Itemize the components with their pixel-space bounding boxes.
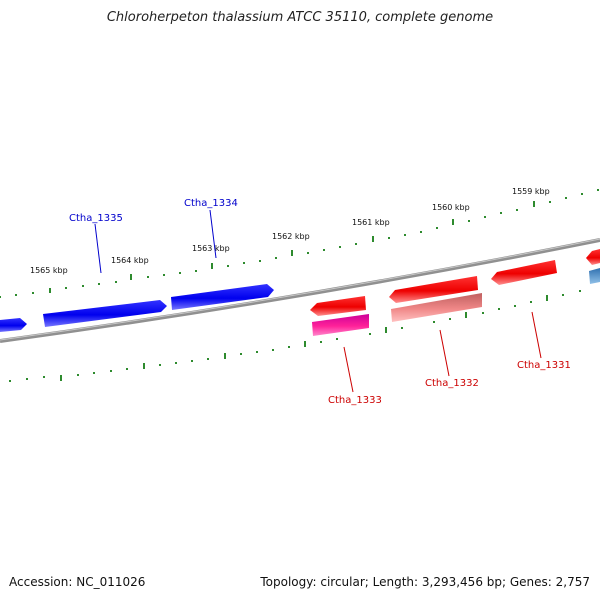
gene-label[interactable]: Ctha_1332 [425, 378, 479, 389]
gene-arrow-ctha-1334[interactable] [171, 284, 274, 310]
gene-arrow-ctha-1332[interactable] [391, 293, 482, 322]
gene-label[interactable]: Ctha_1333 [328, 395, 382, 406]
gene-arrow-reverse-2[interactable] [389, 276, 478, 303]
gene-arrow-ctha-1331[interactable] [491, 260, 557, 285]
accession-text: Accession: NC_011026 [9, 575, 146, 589]
ruler-label: 1561 kbp [352, 218, 390, 227]
gene-arrow-forward[interactable] [0, 318, 27, 332]
ruler-label: 1562 kbp [272, 232, 310, 241]
forward-label-leaders [94, 209, 217, 274]
gene-label[interactable]: Ctha_1334 [184, 198, 238, 209]
ruler-label: 1559 kbp [512, 187, 550, 196]
gene-arrow-reverse[interactable] [310, 296, 366, 316]
gene-arrow-partial[interactable] [586, 249, 600, 265]
reverse-label-leaders [343, 311, 542, 393]
gene-label[interactable]: Ctha_1331 [517, 360, 571, 371]
gene-arrow-ctha-1333[interactable] [312, 314, 369, 336]
ruler-label: 1563 kbp [192, 244, 230, 253]
genome-backbone-highlight [0, 238, 600, 341]
gene-arrow-ctha-1335[interactable] [43, 300, 167, 327]
gene-arrow-partial-steel[interactable] [589, 268, 600, 284]
ruler-label: 1565 kbp [30, 266, 68, 275]
ruler-label: 1564 kbp [111, 256, 149, 265]
inner-tick-ruler [9, 290, 581, 382]
ruler-label: 1560 kbp [432, 203, 470, 212]
genome-summary-text: Topology: circular; Length: 3,293,456 bp… [260, 575, 590, 589]
map-title: Chloroherpeton thalassium ATCC 35110, co… [106, 10, 494, 25]
genome-backbone [0, 238, 600, 343]
gene-label[interactable]: Ctha_1335 [69, 213, 123, 224]
outer-tick-ruler [0, 189, 599, 298]
